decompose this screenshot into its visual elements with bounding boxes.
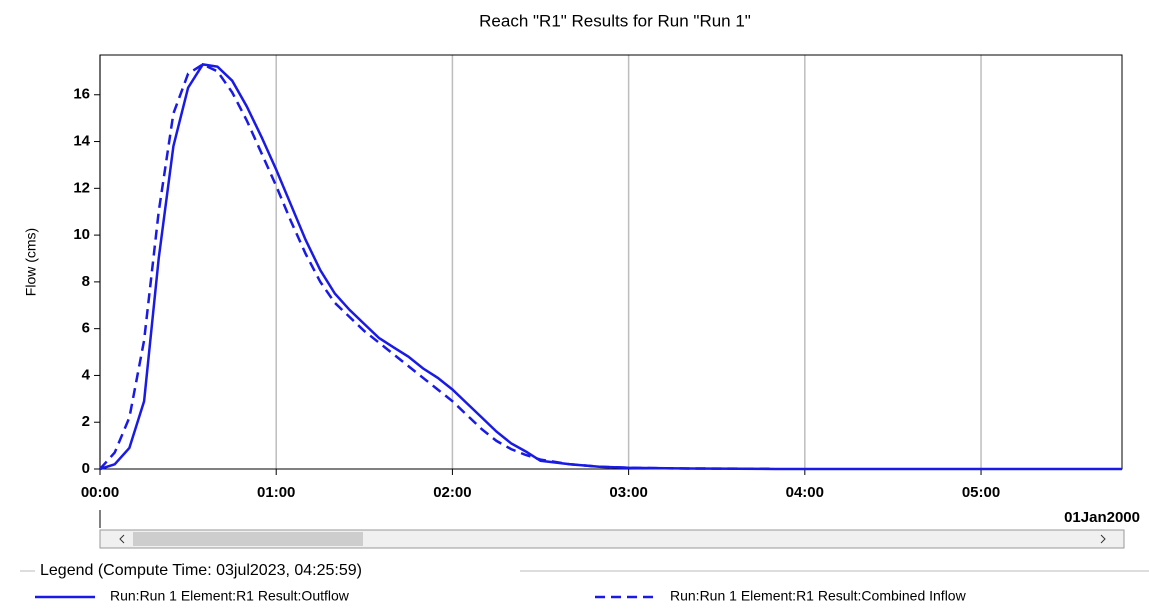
legend-title: Legend (Compute Time: 03jul2023, 04:25:5… bbox=[40, 562, 362, 579]
y-tick-label: 12 bbox=[73, 179, 90, 196]
y-tick-label: 10 bbox=[73, 226, 90, 243]
x-tick-label: 02:00 bbox=[433, 484, 471, 501]
chart-title: Reach "R1" Results for Run "Run 1" bbox=[479, 11, 751, 30]
y-tick-label: 16 bbox=[73, 86, 90, 103]
x-tick-label: 04:00 bbox=[786, 484, 824, 501]
x-tick-label: 03:00 bbox=[609, 484, 647, 501]
scrollbar-thumb[interactable] bbox=[133, 532, 363, 546]
date-label: 01Jan2000 bbox=[1064, 509, 1140, 526]
y-axis-label: Flow (cms) bbox=[23, 228, 39, 296]
x-tick-label: 01:00 bbox=[257, 484, 295, 501]
legend-label: Run:Run 1 Element:R1 Result:Outflow bbox=[110, 588, 350, 604]
x-tick-label: 05:00 bbox=[962, 484, 1000, 501]
plot-frame bbox=[99, 54, 1123, 470]
y-tick-label: 8 bbox=[82, 273, 90, 290]
series-line bbox=[99, 62, 776, 471]
y-tick-label: 6 bbox=[82, 320, 90, 337]
y-tick-label: 4 bbox=[82, 366, 91, 383]
legend-label: Run:Run 1 Element:R1 Result:Combined Inf… bbox=[670, 588, 967, 604]
y-tick-label: 2 bbox=[82, 413, 90, 430]
y-tick-label: 0 bbox=[82, 460, 90, 477]
scroll-right[interactable] bbox=[1100, 534, 1106, 544]
scroll-left[interactable] bbox=[119, 534, 125, 544]
x-tick-label: 00:00 bbox=[81, 484, 119, 501]
y-tick-label: 14 bbox=[73, 133, 90, 150]
